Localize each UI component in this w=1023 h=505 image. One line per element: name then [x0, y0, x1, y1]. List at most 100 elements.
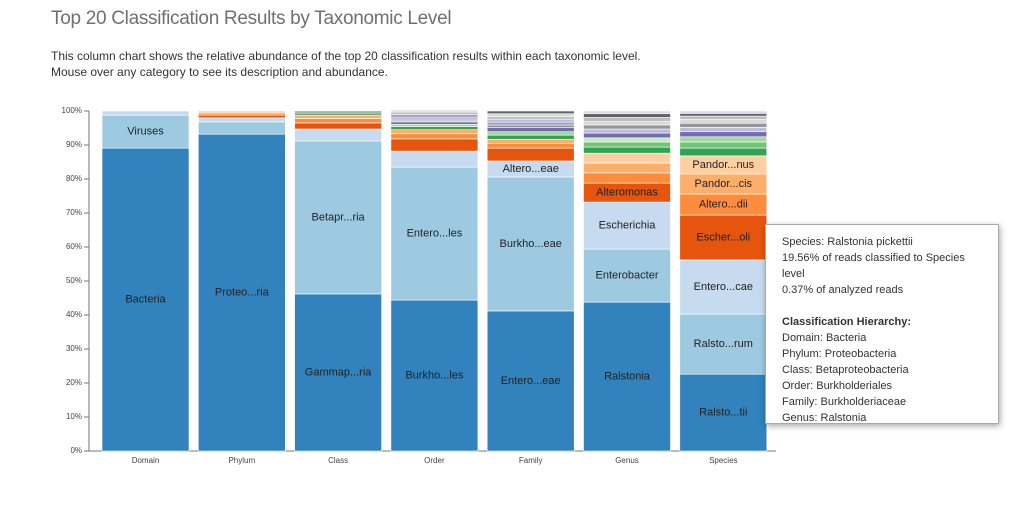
bar-segment[interactable]: [486, 116, 575, 120]
bar-segment[interactable]: [583, 124, 671, 130]
bar-segment[interactable]: [198, 121, 286, 135]
bar-segment[interactable]: [390, 166, 479, 301]
bar-segment[interactable]: [583, 113, 671, 118]
bar-segment[interactable]: [486, 118, 575, 123]
bar-segment[interactable]: [679, 119, 768, 124]
bar-segment[interactable]: [101, 110, 190, 116]
y-tick-label: 0%: [70, 446, 82, 455]
bar-segment[interactable]: [486, 113, 575, 117]
tooltip: Species: Ralstonia pickettii 19.56% of r…: [765, 224, 999, 424]
bar-segment[interactable]: [583, 152, 671, 164]
bar-segment[interactable]: [390, 129, 479, 135]
bar-segment[interactable]: [486, 131, 575, 136]
segment-label: Pandor...nus: [692, 159, 754, 171]
bar-segment[interactable]: [679, 127, 768, 133]
bar-segment[interactable]: [486, 124, 575, 128]
y-tick-label: 50%: [66, 276, 82, 285]
bar-segment[interactable]: [486, 147, 575, 162]
bar-segment[interactable]: [294, 128, 382, 142]
bar-segment[interactable]: [679, 136, 768, 143]
bar-segment[interactable]: [198, 133, 286, 452]
bar-segment[interactable]: [679, 313, 768, 375]
bar-segment[interactable]: [583, 301, 671, 452]
bar-segment[interactable]: [486, 110, 575, 115]
bar-segment[interactable]: [486, 138, 575, 144]
bar-segment[interactable]: [294, 140, 382, 295]
bar-segment[interactable]: [390, 111, 479, 115]
segment-label: Enterobacter: [596, 269, 659, 281]
tooltip-line: Phylum: Proteobacteria: [782, 348, 897, 360]
bar-segment[interactable]: [294, 110, 382, 114]
bar-segment[interactable]: [679, 131, 768, 138]
x-tick-label: Species: [709, 456, 737, 465]
bar-segment[interactable]: [390, 126, 479, 130]
bar-segment[interactable]: [101, 147, 190, 452]
bar-segment[interactable]: [294, 122, 382, 130]
bar-segment[interactable]: [390, 109, 479, 113]
y-tick-label: 90%: [66, 140, 82, 149]
segment-label: Escher...oli: [696, 231, 750, 243]
bar-segment[interactable]: [486, 176, 575, 312]
bar-segment[interactable]: [679, 115, 768, 120]
bar-segment[interactable]: [486, 127, 575, 133]
bar-segment[interactable]: [583, 132, 671, 139]
y-tick-label: 30%: [66, 344, 82, 353]
bar-segment[interactable]: [101, 114, 190, 149]
bar-segment[interactable]: [583, 172, 671, 184]
bar-segment[interactable]: [390, 299, 479, 452]
segment-label: Burkho...les: [405, 369, 464, 381]
bar-segment[interactable]: [294, 114, 382, 119]
tooltip-heading: Classification Hierarchy:: [782, 316, 911, 328]
bar-segment[interactable]: [583, 121, 671, 126]
segment-label: Entero...cae: [694, 281, 753, 293]
bar-segment[interactable]: [390, 133, 479, 140]
bar-segment[interactable]: [486, 121, 575, 126]
bar-segment[interactable]: [679, 122, 768, 128]
bar-segment[interactable]: [679, 147, 768, 157]
bar-segment[interactable]: [583, 110, 671, 115]
bar-segment[interactable]: [583, 141, 671, 148]
bar-segment[interactable]: [390, 114, 479, 118]
bar-segment[interactable]: [486, 143, 575, 149]
segment-label: Entero...eae: [501, 375, 561, 387]
y-tick-label: 10%: [66, 412, 82, 421]
bar-segment[interactable]: [583, 117, 671, 122]
bar-segment[interactable]: [583, 137, 671, 143]
y-tick-label: 70%: [66, 208, 82, 217]
segment-label: Bacteria: [125, 293, 166, 305]
bar-segment[interactable]: [679, 214, 768, 261]
bar-segment[interactable]: [294, 293, 382, 452]
segment-label: Burkho...eae: [500, 238, 562, 250]
bar-segment[interactable]: [390, 119, 479, 123]
bar-segment[interactable]: [583, 162, 671, 174]
x-tick-label: Class: [328, 456, 348, 465]
bar-segment[interactable]: [198, 114, 286, 119]
bar-segment[interactable]: [198, 112, 286, 116]
segment-label: Proteo...ria: [215, 286, 270, 298]
segment-label: Pandor...cis: [695, 178, 753, 190]
bar-segment[interactable]: [294, 112, 382, 116]
bar-segment[interactable]: [583, 201, 671, 250]
bar-segment[interactable]: [583, 146, 671, 154]
bar-segment[interactable]: [198, 110, 286, 114]
bar-segment[interactable]: [486, 310, 575, 452]
y-tick-label: 100%: [62, 106, 82, 115]
segment-label: Ralsto...rum: [694, 338, 753, 350]
x-tick-label: Genus: [615, 456, 639, 465]
bar-segment[interactable]: [294, 118, 382, 124]
bar-segment[interactable]: [390, 150, 479, 168]
segment-label: Alteromonas: [596, 187, 658, 199]
bar-segment[interactable]: [679, 113, 768, 117]
bar-segment[interactable]: [390, 121, 479, 125]
bar-segment[interactable]: [390, 138, 479, 152]
bar-segment[interactable]: [390, 123, 479, 127]
bar-segment[interactable]: [679, 259, 768, 315]
bar-segment[interactable]: [679, 110, 768, 114]
bar-segment[interactable]: [679, 141, 768, 149]
bar-segment[interactable]: [583, 248, 671, 303]
bar-segment[interactable]: [198, 117, 286, 123]
bar-segment[interactable]: [583, 128, 671, 134]
bar-segment[interactable]: [486, 134, 575, 140]
